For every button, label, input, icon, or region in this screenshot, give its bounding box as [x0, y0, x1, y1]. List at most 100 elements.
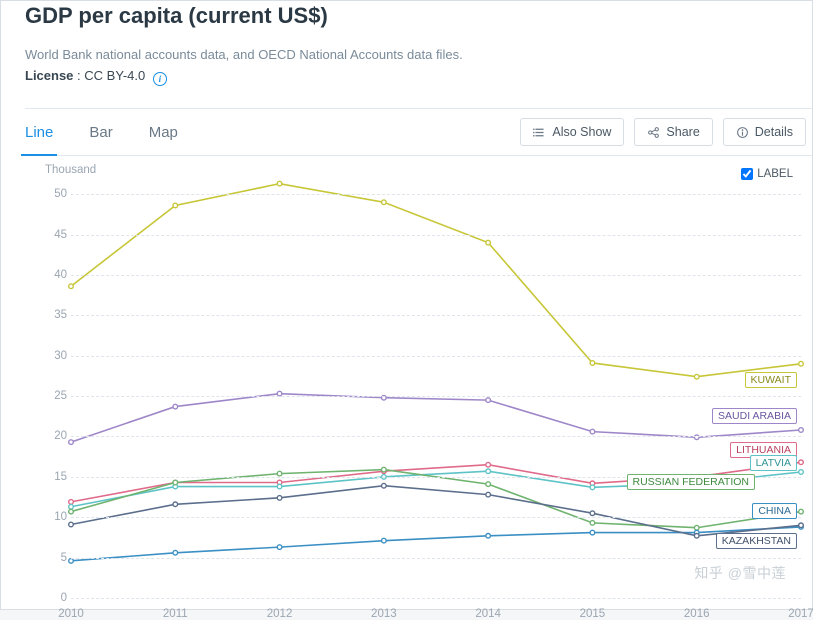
chart-area: Thousand LABEL 0510152025303540455020102… — [37, 164, 807, 614]
y-tick-label: 15 — [41, 471, 67, 483]
plot-region: 0510152025303540455020102011201220132014… — [71, 178, 801, 598]
series-marker[interactable] — [486, 482, 491, 487]
share-button[interactable]: Share — [634, 118, 712, 146]
series-marker[interactable] — [69, 284, 74, 289]
series-marker[interactable] — [799, 460, 804, 465]
header: GDP per capita (current US$) World Bank … — [1, 1, 812, 98]
series-marker[interactable] — [694, 534, 699, 539]
details-label: Details — [755, 125, 793, 139]
series-line[interactable] — [71, 527, 801, 561]
chart-svg — [71, 178, 801, 598]
info-outline-icon — [736, 126, 749, 139]
list-icon — [533, 126, 546, 139]
series-marker[interactable] — [799, 470, 804, 475]
series-marker[interactable] — [694, 525, 699, 530]
series-marker[interactable] — [277, 471, 282, 476]
gridline — [71, 315, 801, 316]
series-marker[interactable] — [799, 523, 804, 528]
series-marker[interactable] — [486, 240, 491, 245]
series-marker[interactable] — [590, 511, 595, 516]
chart-card: GDP per capita (current US$) World Bank … — [0, 0, 813, 610]
series-label[interactable]: KAZAKHSTAN — [716, 533, 797, 549]
series-marker[interactable] — [277, 181, 282, 186]
series-line[interactable] — [71, 184, 801, 377]
series-marker[interactable] — [590, 485, 595, 490]
tabs: Line Bar Map — [25, 109, 178, 155]
gridline — [71, 598, 801, 599]
subtitle: World Bank national accounts data, and O… — [25, 47, 788, 62]
also-show-button[interactable]: Also Show — [520, 118, 624, 146]
series-marker[interactable] — [799, 361, 804, 366]
tab-bar-chart[interactable]: Bar — [89, 109, 112, 155]
series-label[interactable]: RUSSIAN FEDERATION — [627, 474, 755, 490]
series-marker[interactable] — [486, 534, 491, 539]
y-tick-label: 5 — [41, 552, 67, 564]
series-marker[interactable] — [382, 467, 387, 472]
gridline — [71, 517, 801, 518]
y-tick-label: 0 — [41, 592, 67, 604]
series-marker[interactable] — [486, 398, 491, 403]
gridline — [71, 436, 801, 437]
share-icon — [647, 126, 660, 139]
y-tick-label: 50 — [41, 188, 67, 200]
series-marker[interactable] — [173, 404, 178, 409]
series-marker[interactable] — [173, 203, 178, 208]
series-marker[interactable] — [382, 483, 387, 488]
page-title: GDP per capita (current US$) — [25, 1, 788, 29]
series-marker[interactable] — [277, 545, 282, 550]
series-marker[interactable] — [799, 509, 804, 514]
series-label[interactable]: KUWAIT — [745, 372, 797, 388]
license-value: CC BY-4.0 — [84, 68, 145, 83]
series-line[interactable] — [71, 394, 801, 442]
series-marker[interactable] — [486, 462, 491, 467]
series-marker[interactable] — [69, 440, 74, 445]
series-label[interactable]: SAUDI ARABIA — [712, 408, 797, 424]
gridline — [71, 558, 801, 559]
series-marker[interactable] — [69, 504, 74, 509]
gridline — [71, 194, 801, 195]
series-marker[interactable] — [173, 480, 178, 485]
series-marker[interactable] — [69, 500, 74, 505]
series-marker[interactable] — [590, 521, 595, 526]
series-marker[interactable] — [590, 361, 595, 366]
tab-line-label: Line — [25, 124, 53, 141]
details-button[interactable]: Details — [723, 118, 806, 146]
series-marker[interactable] — [590, 429, 595, 434]
series-label[interactable]: CHINA — [752, 503, 797, 519]
tab-map-label: Map — [149, 124, 178, 141]
series-marker[interactable] — [590, 530, 595, 535]
y-tick-label: 25 — [41, 390, 67, 402]
y-tick-label: 40 — [41, 269, 67, 281]
series-marker[interactable] — [694, 374, 699, 379]
series-label[interactable]: LATVIA — [750, 455, 797, 471]
series-marker[interactable] — [486, 492, 491, 497]
series-marker[interactable] — [382, 200, 387, 205]
y-tick-label: 10 — [41, 511, 67, 523]
gridline — [71, 235, 801, 236]
series-marker[interactable] — [382, 538, 387, 543]
share-label: Share — [666, 125, 699, 139]
series-marker[interactable] — [69, 509, 74, 514]
tab-bar-label: Bar — [89, 124, 112, 141]
tab-bar: Line Bar Map Also Show Share Details — [25, 108, 812, 156]
also-show-label: Also Show — [552, 125, 611, 139]
license-label: License — [25, 68, 73, 83]
series-line[interactable] — [71, 486, 801, 536]
series-marker[interactable] — [486, 469, 491, 474]
series-marker[interactable] — [69, 522, 74, 527]
y-axis-title: Thousand — [45, 164, 96, 176]
toolbar: Also Show Share Details — [520, 118, 812, 146]
series-marker[interactable] — [173, 550, 178, 555]
info-icon[interactable]: i — [153, 72, 167, 86]
y-tick-label: 30 — [41, 350, 67, 362]
series-marker[interactable] — [277, 496, 282, 501]
tab-map[interactable]: Map — [149, 109, 178, 155]
gridline — [71, 356, 801, 357]
series-marker[interactable] — [173, 502, 178, 507]
series-marker[interactable] — [799, 428, 804, 433]
license-row: License : CC BY-4.0 i — [25, 68, 788, 86]
gridline — [71, 275, 801, 276]
series-marker[interactable] — [69, 559, 74, 564]
tab-line[interactable]: Line — [25, 109, 53, 155]
series-marker[interactable] — [277, 484, 282, 489]
